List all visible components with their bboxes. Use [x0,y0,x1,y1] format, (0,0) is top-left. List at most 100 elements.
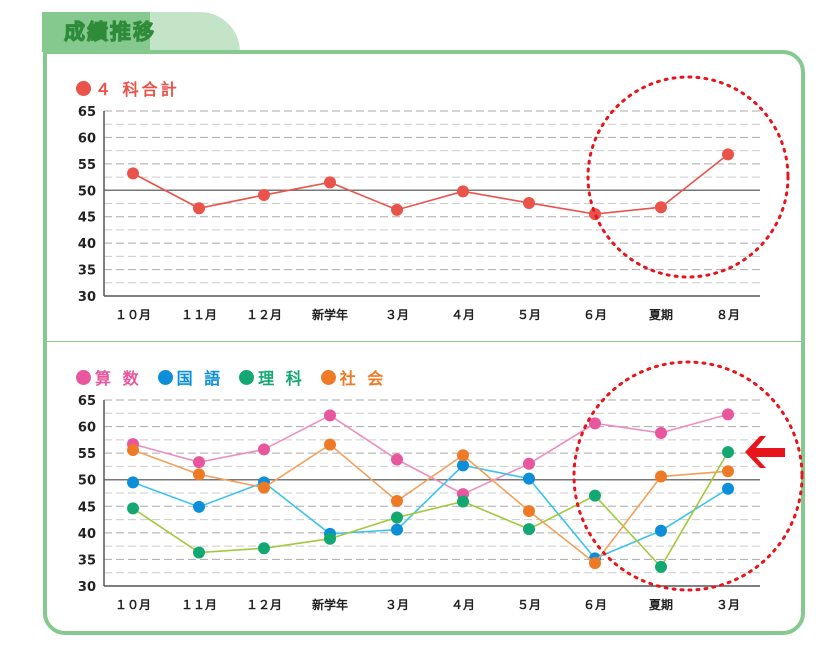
legend-dot-icon [157,369,173,385]
y-tick-label: 45 [78,500,96,515]
legend-dot-icon [76,80,91,96]
data-point [589,417,601,430]
data-point [589,489,601,502]
x-tick-label: ４月 [451,598,475,612]
series-line [132,464,729,560]
legend-label: 社 会 [339,369,387,388]
y-tick-label: 50 [78,184,96,199]
y-tick-label: 40 [78,527,96,542]
series-line [132,413,729,495]
x-tick-label: 新学年 [312,307,348,322]
data-point [391,523,403,536]
data-point [722,465,734,478]
legend-item: 国 語 [157,365,224,389]
divider [47,341,801,342]
data-point [258,542,270,555]
data-point [457,449,469,462]
data-point [324,409,336,422]
page-title: 成績推移 [64,20,156,45]
data-point [391,511,403,524]
data-point [589,557,601,570]
x-tick-label: ６月 [583,598,607,612]
data-point [127,476,139,489]
x-tick-label: １１月 [181,308,217,322]
x-tick-label: 夏期 [649,597,673,612]
x-tick-label: １０月 [115,308,151,322]
y-tick-label: 60 [78,421,96,436]
data-point [324,176,336,189]
data-point [655,201,667,214]
data-point [655,426,667,439]
data-point [523,523,535,536]
series-line [132,451,729,569]
legend-dot-icon [76,369,91,385]
legend-subjects: 算 数国 語理 科社 会 [76,365,386,389]
x-tick-label: １１月 [181,598,217,612]
series-line [132,443,729,565]
y-tick-label: 35 [78,553,96,568]
legend-label: 算 数 [95,369,142,388]
y-tick-label: 65 [78,105,96,120]
legend-dot-icon [239,369,255,385]
data-point [655,524,667,537]
legend-item: 社 会 [320,365,387,389]
x-tick-label: １２月 [246,598,282,612]
data-point [193,500,205,513]
data-point [655,560,667,573]
data-point [127,502,139,515]
data-point [655,470,667,483]
data-point [391,203,403,216]
x-tick-label: ８月 [716,308,740,322]
y-tick-label: 35 [78,264,96,279]
y-tick-label: 30 [78,580,96,595]
x-tick-label: ３月 [385,308,409,322]
x-tick-label: １２月 [246,308,282,322]
data-point [193,202,205,215]
y-tick-label: 30 [78,290,96,305]
data-point [193,546,205,559]
legend-total: ４ 科合計 [76,76,180,100]
data-point [258,443,270,456]
data-point [523,457,535,470]
y-tick-label: 60 [78,131,96,146]
data-point [391,453,403,466]
x-tick-label: 夏期 [649,307,673,322]
y-tick-label: 45 [78,211,96,226]
x-tick-label: ３月 [716,598,740,612]
data-point [193,468,205,481]
series-line [132,153,729,215]
x-tick-label: ６月 [583,308,607,322]
data-point [523,505,535,518]
data-point [722,446,734,459]
data-point [523,472,535,485]
y-tick-label: 55 [78,158,96,173]
data-point [127,443,139,456]
x-tick-label: ３月 [385,598,409,612]
data-point [391,494,403,507]
legend-label: 理 科 [258,369,305,388]
y-tick-label: 65 [78,394,96,409]
legend-label: 国 語 [176,369,224,388]
highlight-circle [586,75,790,279]
x-tick-label: ４月 [451,308,475,322]
x-tick-label: ５月 [517,308,541,322]
y-tick-label: 40 [78,237,96,252]
legend-label: ４ 科合計 [95,80,180,99]
x-tick-label: １０月 [115,598,151,612]
data-point [324,532,336,545]
data-point [258,189,270,202]
data-point [258,481,270,494]
x-tick-label: 新学年 [312,597,348,612]
data-point [457,459,469,472]
y-tick-label: 50 [78,474,96,489]
data-point [457,495,469,508]
legend-dot-icon [320,369,336,385]
y-tick-label: 55 [78,447,96,462]
x-tick-label: ５月 [517,598,541,612]
data-point [722,482,734,495]
data-point [722,148,734,161]
highlight-circle [572,360,804,592]
data-point [457,185,469,198]
data-point [523,196,535,209]
